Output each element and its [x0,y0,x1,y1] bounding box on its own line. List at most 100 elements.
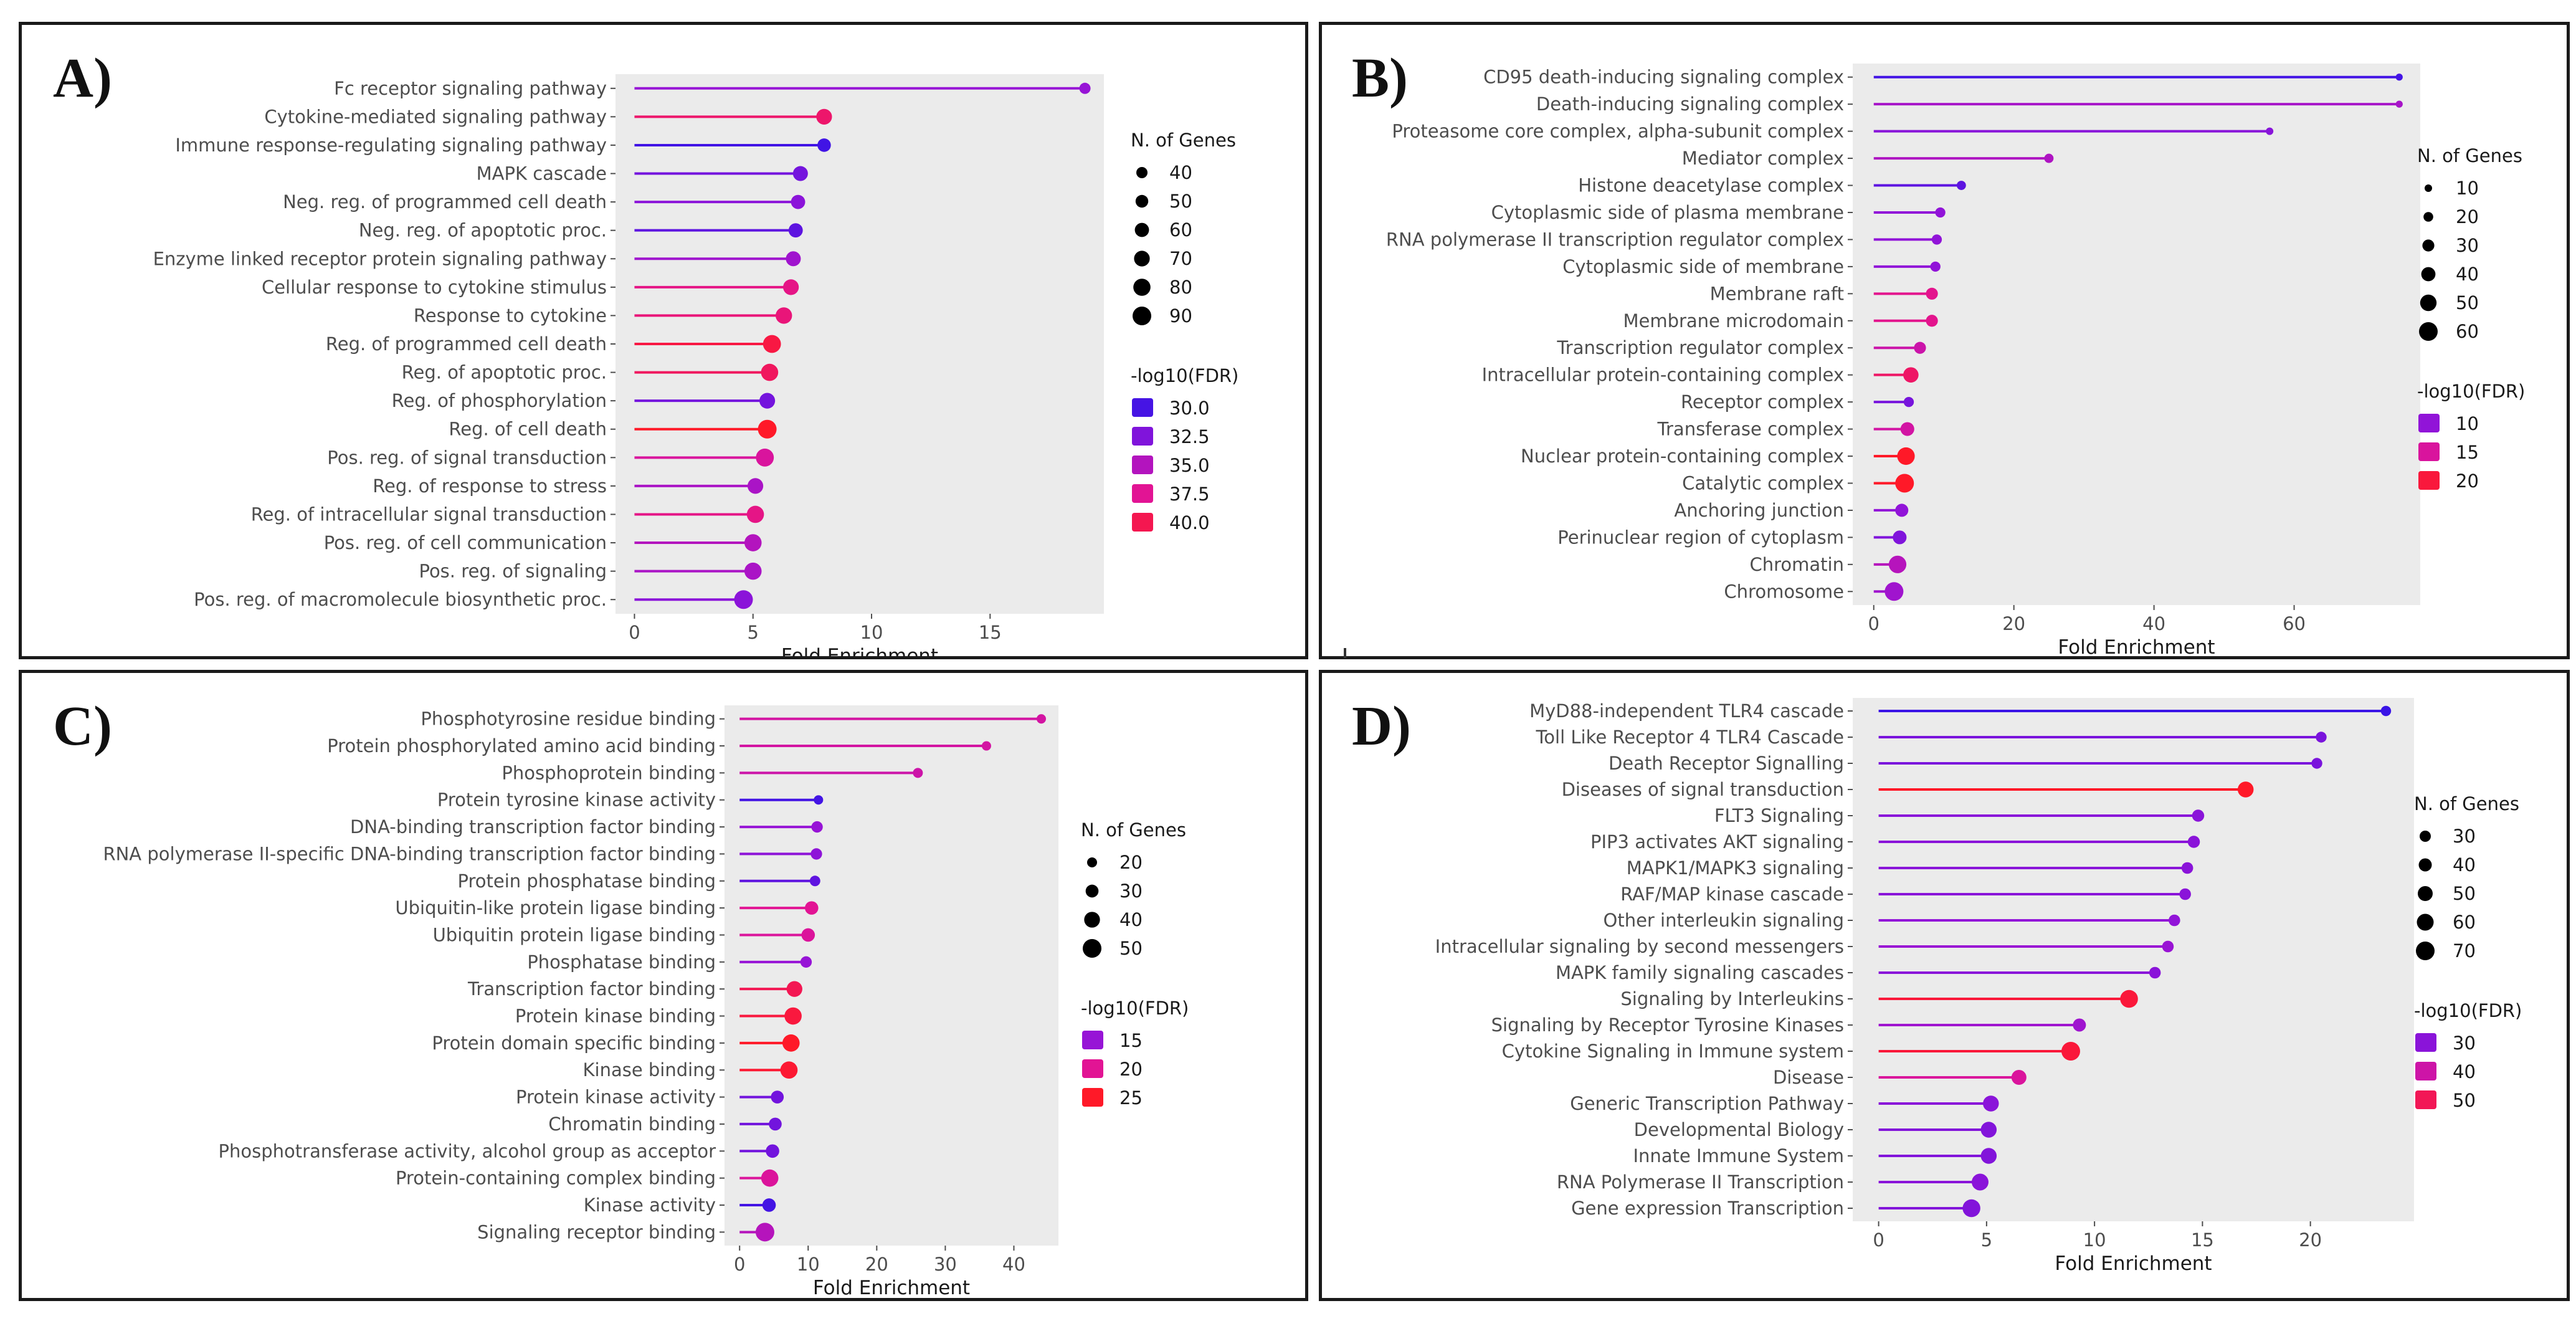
lollipop-point [1036,714,1047,724]
lollipop-point [2181,862,2193,874]
category-label: Transcription factor binding [467,978,716,999]
plot-background [1853,64,2420,605]
lollipop-point [744,562,762,580]
color-legend-key [1132,427,1153,446]
size-legend-key [2422,239,2435,252]
x-tick-label: 0 [734,1254,745,1275]
category-label: Phosphotyrosine residue binding [421,708,716,730]
category-label: MAPK cascade [477,163,607,184]
size-legend-label: 40 [2456,264,2479,285]
category-label: Neg. reg. of programmed cell death [283,191,607,212]
size-legend-label: 30 [1119,880,1143,902]
color-legend-key [1132,484,1153,503]
category-label: Death Receptor Signalling [1609,753,1844,774]
lollipop-point [1931,234,1942,245]
lollipop-point [2073,1018,2086,1032]
color-legend-label: 20 [2456,470,2479,492]
size-legend-key [1087,857,1097,867]
size-legend-label: 90 [1169,305,1192,327]
size-legend-key [1085,884,1099,898]
x-tick-label: 5 [748,622,759,643]
category-label: Pos. reg. of macromolecule biosynthetic … [194,589,607,610]
color-legend-key [2415,1033,2436,1052]
lollipop-point [1980,1148,1997,1164]
category-label: Immune response-regulating signaling pat… [175,135,607,156]
lollipop-point [758,419,777,439]
lollipop-point [2395,100,2403,108]
lollipop-point [1930,261,1941,272]
category-label: Signaling by Interleukins [1620,988,1844,1009]
color-legend-label: 32.5 [1169,426,1210,447]
lollipop-point [747,478,764,494]
category-label: MAPK1/MAPK3 signaling [1627,857,1844,879]
color-legend-label: 30 [2453,1033,2476,1054]
color-legend-key [2418,471,2440,490]
category-label: RNA polymerase II-specific DNA-binding t… [103,843,716,864]
panel-separator-mark [1344,648,1346,658]
lollipop-point [1914,341,1926,354]
lollipop-point [2395,74,2403,81]
lollipop-point [913,768,923,778]
lollipop-point [788,223,803,238]
lollipop-point [1895,474,1914,493]
lollipop-point [816,108,832,125]
category-label: Developmental Biology [1634,1119,1844,1140]
category-label: Chromatin [1750,554,1845,575]
category-label: Perinuclear region of cytoplasm [1557,527,1844,548]
plot-background [725,705,1058,1246]
size-legend-key [2425,184,2432,192]
lollipop-point [766,1144,779,1158]
size-legend-key [1135,194,1149,208]
color-legend-key [1082,1031,1103,1049]
size-legend-label: 60 [2453,912,2476,933]
size-legend-label: 10 [2456,178,2479,199]
lollipop-point [2266,127,2274,135]
lollipop-point [756,448,774,467]
category-label: Reg. of programmed cell death [326,333,607,355]
lollipop-point [1900,422,1914,436]
size-legend-label: 50 [2456,292,2479,313]
lollipop-point [746,505,764,523]
lollipop-point [792,166,808,181]
color-legend-title: -log10(FDR) [2417,381,2525,402]
color-legend-label: 25 [1119,1087,1143,1109]
category-label: Intracellular protein-containing complex [1482,365,1844,386]
category-label: Toll Like Receptor 4 TLR4 Cascade [1536,727,1845,748]
panel-label: C) [53,695,112,757]
chart-svg: C) 0 10 20 30 40 Fold Enrichment Phosphotyrosin… [53,695,1189,1298]
size-legend-label: 70 [1169,248,1192,269]
lollipop-point [2061,1042,2081,1061]
size-legend-label: 20 [2456,206,2479,227]
plot-background [1853,698,2414,1221]
category-label: Mediator complex [1682,148,1844,169]
category-label: Death-inducing signaling complex [1536,93,1844,115]
lollipop-point [761,363,779,381]
color-legend-label: 37.5 [1169,484,1210,505]
category-label: Cytoplasmic side of membrane [1562,256,1844,277]
size-legend-label: 30 [2456,235,2479,256]
category-label: Reg. of apoptotic proc. [402,362,607,383]
size-legend-key [1133,279,1151,296]
category-label: Receptor complex [1681,391,1844,413]
lollipop-point [809,875,820,887]
category-label: Catalytic complex [1682,472,1844,494]
lollipop-point [2169,914,2180,927]
lollipop-point [759,393,776,409]
size-legend-label: 50 [1119,938,1143,959]
size-legend-title: N. of Genes [1131,130,1236,151]
lollipop-point [1893,530,1907,545]
color-legend-label: 40.0 [1169,512,1210,533]
lollipop-point [769,1117,782,1131]
category-label: Protein kinase activity [516,1087,716,1108]
lollipop-point [2192,809,2205,822]
color-legend-label: 10 [2456,413,2479,434]
size-legend-key [1133,307,1151,325]
lollipop-point [811,821,823,833]
size-legend-key [2420,294,2437,312]
color-legend-label: 30.0 [1169,398,1210,419]
category-label: Pos. reg. of signaling [419,561,607,582]
category-label: Reg. of cell death [449,419,607,440]
color-legend-label: 20 [1119,1059,1143,1080]
category-label: Response to cytokine [414,305,607,326]
chart-svg: B) 0 20 40 60 Fold Enrichment CD95 death-induc… [1352,47,2525,656]
